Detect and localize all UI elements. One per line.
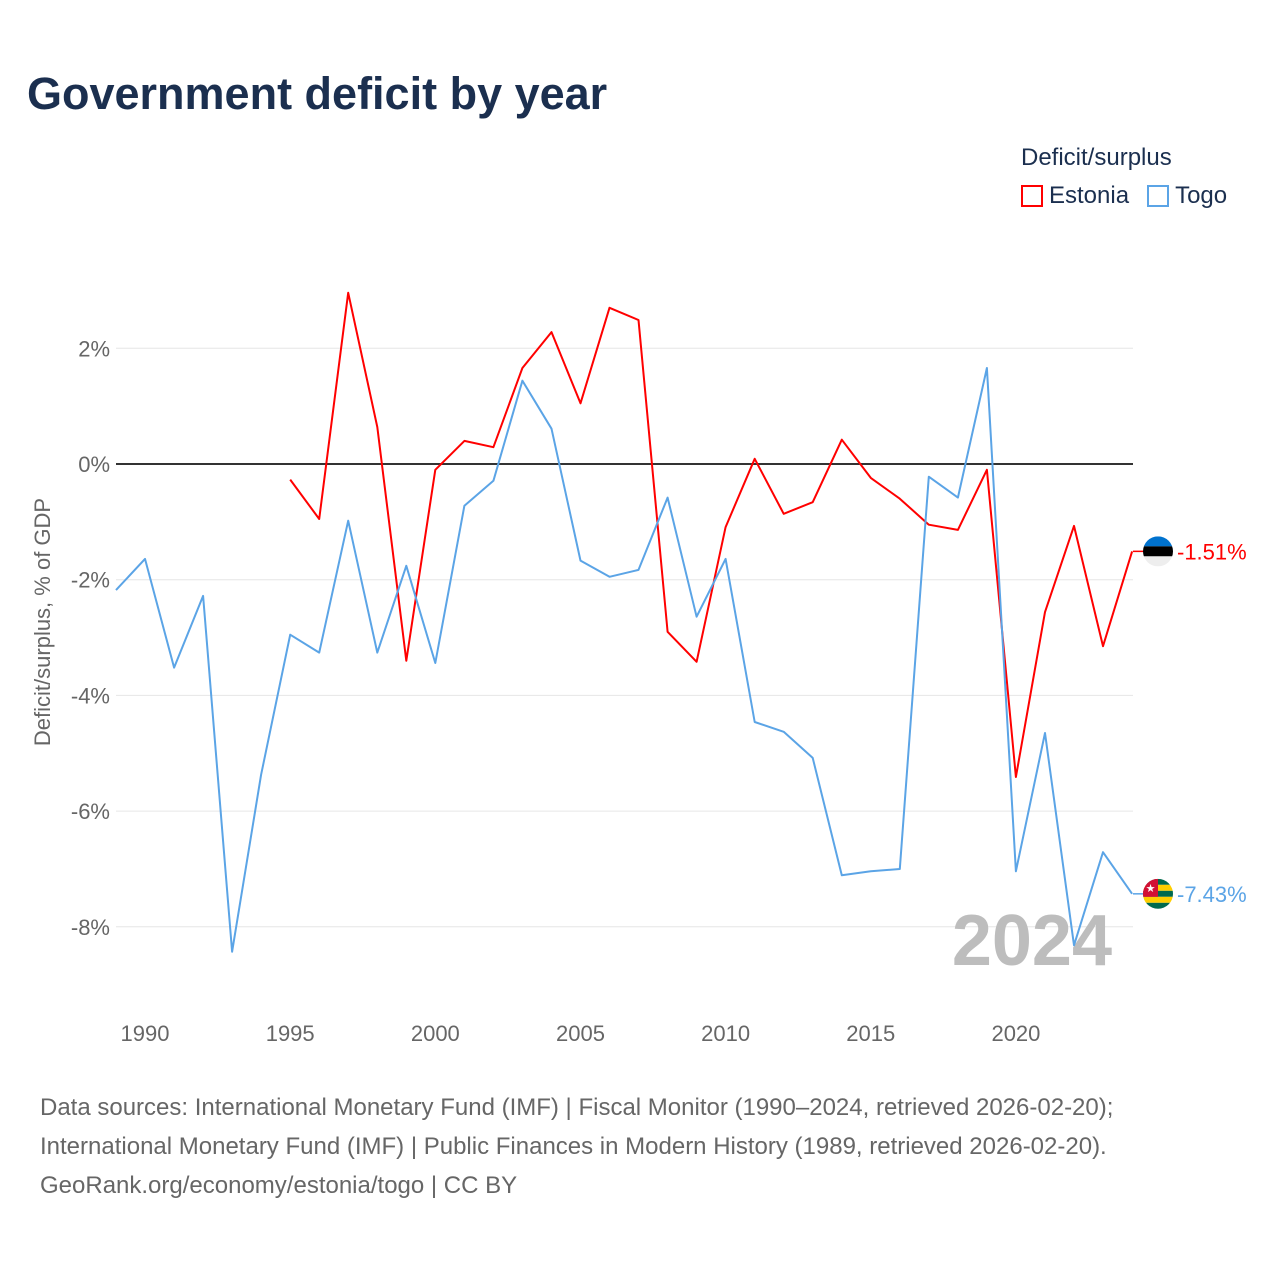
flag-estonia-icon — [1143, 536, 1173, 567]
footer-line: Data sources: International Monetary Fun… — [40, 1094, 1114, 1121]
x-tick-label: 1990 — [121, 1021, 170, 1046]
legend-label-estonia: Estonia — [1049, 182, 1130, 209]
x-tick-label: 2020 — [991, 1021, 1040, 1046]
legend-swatch-estonia — [1021, 185, 1043, 207]
x-tick-label: 1995 — [266, 1021, 315, 1046]
series-line-estonia — [289, 291, 1134, 778]
end-label-estonia: -1.51% — [1177, 539, 1247, 564]
x-tick-label: 2010 — [701, 1021, 750, 1046]
y-axis-label: Deficit/surplus, % of GDP — [30, 498, 55, 746]
footer-link[interactable]: GeoRank.org/economy/estonia/togo | CC BY — [40, 1172, 518, 1199]
chart-title: Government deficit by year — [27, 68, 608, 119]
y-tick-label: -2% — [71, 568, 110, 593]
x-tick-label: 2005 — [556, 1021, 605, 1046]
flag-togo-icon: ★ — [1143, 878, 1173, 909]
y-tick-label: -8% — [71, 915, 110, 940]
flag-body — [1143, 536, 1173, 567]
flag-stripe — [1143, 896, 1173, 903]
flag-stripe — [1143, 902, 1173, 909]
end-label-togo: -7.43% — [1177, 882, 1247, 907]
x-tick-label: 2015 — [846, 1021, 895, 1046]
legend-label-togo: Togo — [1175, 182, 1228, 209]
legend: Deficit/surplus Estonia Togo — [1021, 144, 1227, 210]
series-line-togo — [115, 367, 1133, 953]
year-watermark: 2024 — [952, 901, 1112, 981]
flag-stripe — [1143, 546, 1173, 557]
legend-swatch-togo — [1147, 185, 1170, 207]
flag-star: ★ — [1146, 883, 1156, 895]
legend-item-estonia[interactable]: Estonia — [1021, 182, 1129, 210]
y-tick-label: 0% — [78, 452, 110, 477]
y-tick-label: 2% — [78, 336, 110, 361]
flag-stripe — [1143, 556, 1173, 567]
legend-item-togo[interactable]: Togo — [1147, 182, 1227, 210]
legend-title: Deficit/surplus — [1021, 144, 1172, 171]
flag-body: ★ — [1143, 878, 1173, 909]
footer-line: International Monetary Fund (IMF) | Publ… — [40, 1133, 1107, 1160]
y-tick-label: -4% — [71, 683, 110, 708]
footer-sources: Data sources: International Monetary Fun… — [40, 1088, 1113, 1205]
y-tick-label: -6% — [71, 799, 110, 824]
x-tick-label: 2000 — [411, 1021, 460, 1046]
flag-stripe — [1143, 536, 1173, 547]
